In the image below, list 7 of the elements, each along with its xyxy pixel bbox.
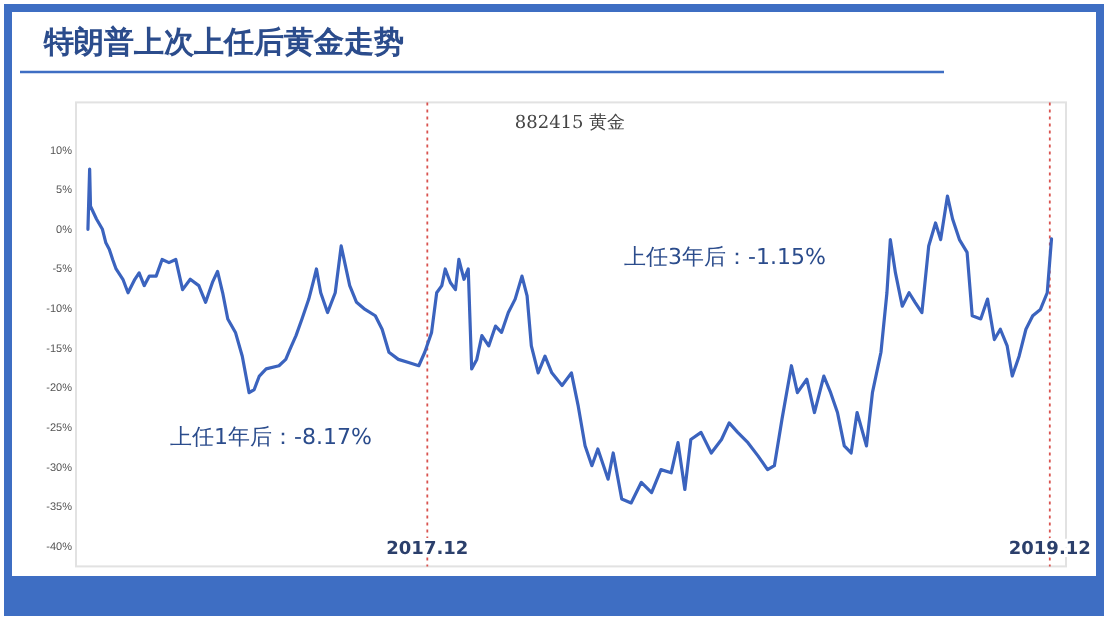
chart-title: 特朗普上次上任后黄金走势 — [42, 24, 404, 60]
x-tick-label: 2019.12 — [1008, 540, 1091, 560]
annotation: 上任3年后：-1.15% — [624, 244, 826, 270]
x-tick-label: 2017.12 — [386, 540, 469, 560]
annotation: 上任1年后：-8.17% — [170, 424, 372, 450]
text: 882415 黄金 — [514, 112, 626, 134]
line-series — [86, 167, 1054, 505]
